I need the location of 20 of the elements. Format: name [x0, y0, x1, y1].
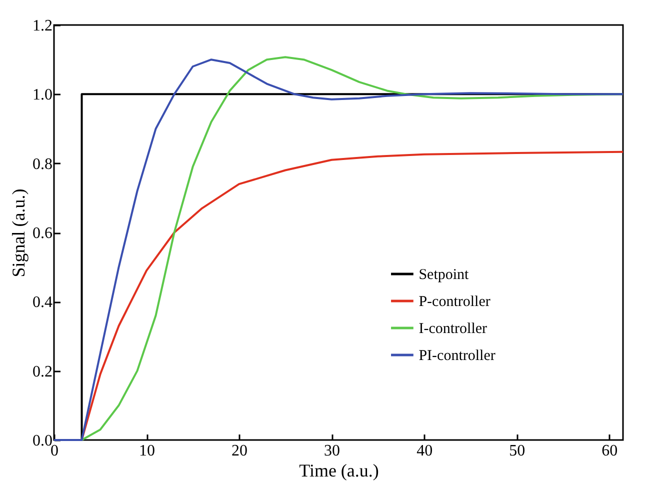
y-tick-label: 0.6: [32, 225, 52, 242]
x-axis-title: Time (a.u.): [299, 460, 379, 480]
legend-label: PI-controller: [418, 348, 496, 364]
x-tick-label: 40: [416, 442, 433, 460]
x-tick-label: 60: [602, 442, 618, 460]
legend-label: P-controller: [418, 294, 490, 310]
x-tick-label: 20: [232, 442, 248, 460]
y-tick-label: 0.2: [32, 363, 52, 380]
y-tick-label: 0.8: [32, 156, 52, 173]
x-tick-label: 30: [324, 442, 340, 460]
legend-label: Setpoint: [418, 267, 470, 284]
y-tick-label: 0.4: [32, 294, 52, 312]
x-tick-label: 50: [509, 442, 526, 460]
x-tick-label: 0: [50, 442, 58, 460]
legend-label: I-controller: [418, 321, 488, 338]
y-tick-label: 1.0: [32, 86, 52, 104]
y-axis-title: Signal (a.u.): [8, 188, 28, 278]
y-tick-label: 0.0: [32, 432, 52, 450]
y-tick-label: 1.2: [32, 18, 52, 34]
x-tick-label: 10: [139, 442, 156, 460]
